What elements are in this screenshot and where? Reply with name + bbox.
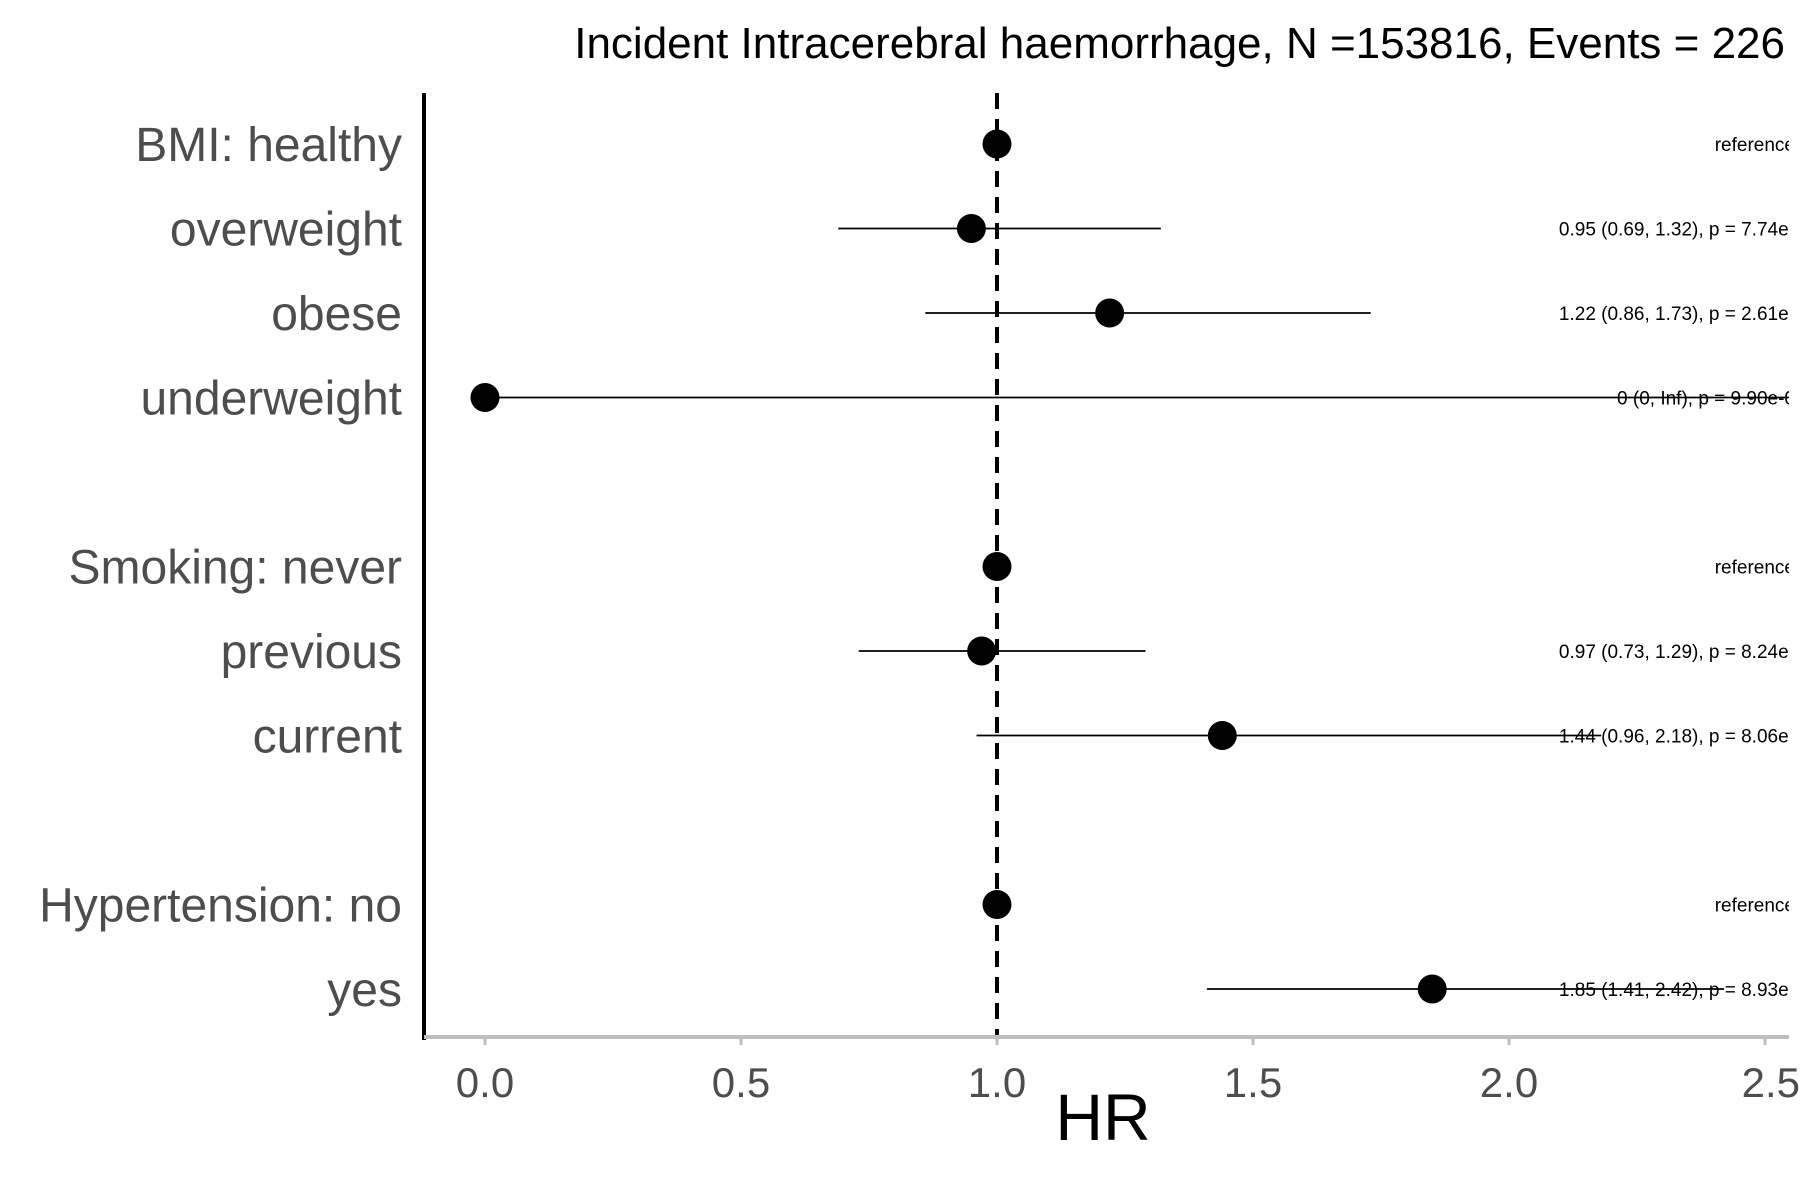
estimate-annotation: 1.44 (0.96, 2.18), p = 8.06e- <box>1559 727 1795 748</box>
row-label: obese <box>271 288 402 341</box>
x-tick-label: 1.5 <box>1224 1059 1282 1106</box>
x-tick-label: 0.5 <box>712 1059 770 1106</box>
plot-area: reference 0.95 (0.69, 1.32), p = 7.74e- 1.… <box>422 93 1795 1040</box>
hr-point <box>982 129 1012 159</box>
row-label: current <box>253 711 402 764</box>
hr-point <box>982 552 1012 581</box>
row-label: previous <box>221 626 402 679</box>
hr-point <box>967 636 997 666</box>
x-axis-title: HR <box>1055 1080 1150 1154</box>
estimate-annotation: reference <box>1715 896 1795 917</box>
row-label: underweight <box>140 373 402 426</box>
hr-point <box>470 383 500 412</box>
estimate-annotation: 0.97 (0.73, 1.29), p = 8.24e- <box>1559 642 1795 663</box>
estimate-annotation: 1.22 (0.86, 1.73), p = 2.61e- <box>1559 304 1795 325</box>
estimate-annotation: reference <box>1715 558 1795 579</box>
x-tick-label: 2.5 <box>1742 1059 1800 1106</box>
estimate-annotation: 0.95 (0.69, 1.32), p = 7.74e- <box>1559 220 1795 241</box>
hr-point <box>956 214 986 243</box>
x-tick-label: 1.0 <box>968 1059 1026 1106</box>
x-tick-label: 0.0 <box>456 1059 514 1106</box>
row-label: Hypertension: no <box>39 880 402 933</box>
row-label: Smoking: never <box>69 542 403 595</box>
chart-title: Incident Intracerebral haemorrhage, N =1… <box>574 19 1785 68</box>
estimate-annotation: 0 (0, Inf), p = 9.90e-0 <box>1617 389 1795 410</box>
row-label: BMI: healthy <box>135 119 402 172</box>
estimate-annotation: reference <box>1715 135 1795 156</box>
hr-point <box>982 890 1012 919</box>
hr-point <box>1095 298 1125 328</box>
row-label: overweight <box>170 204 402 257</box>
row-label: yes <box>327 964 402 1017</box>
estimate-annotation: 1.85 (1.41, 2.42), p = 8.93e- <box>1559 980 1795 1001</box>
hr-point <box>1207 721 1237 750</box>
x-tick-label: 2.0 <box>1480 1059 1538 1106</box>
hr-point <box>1417 974 1447 1004</box>
